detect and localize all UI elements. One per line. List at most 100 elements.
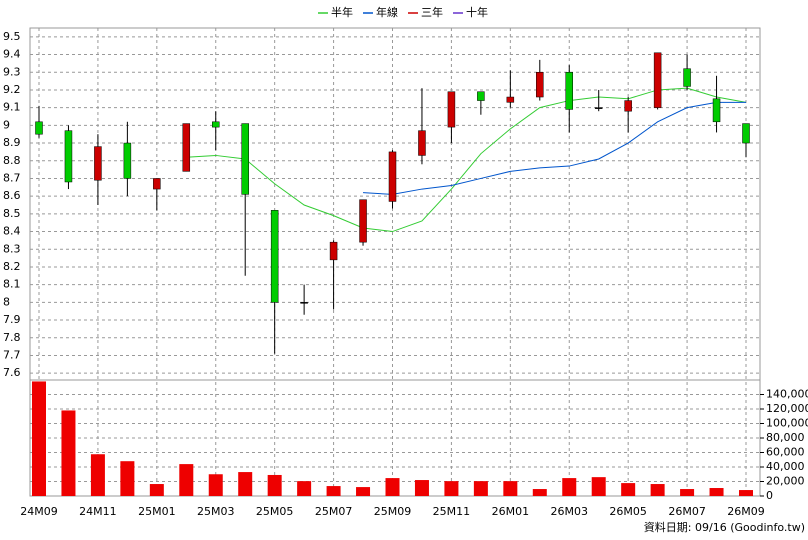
volume-bar [267,474,282,496]
candle-body [418,130,426,156]
y-tick-label: 8.4 [3,225,21,238]
volume-bar [90,454,105,496]
y-tick-label: 9.2 [3,83,21,96]
y2-tick-label: 20,000 [766,475,805,488]
candle-body [94,146,102,181]
y-tick-label: 9.1 [3,101,21,114]
volume-bar [356,487,371,496]
candle-body [536,72,544,98]
y-tick-label: 7.9 [3,313,21,326]
x-tick-label: 26M07 [668,505,706,518]
candle-body [153,178,161,190]
volume-bar [709,488,724,496]
candle-body [35,121,43,135]
y2-tick-label: 80,000 [766,431,805,444]
x-tick-label: 26M09 [727,505,765,518]
x-tick-label: 25M09 [374,505,412,518]
candle-body [388,151,397,202]
y-tick-label: 7.6 [3,366,21,379]
volume-bar [149,484,164,496]
volume-bar [61,410,76,496]
y-tick-label: 9.4 [3,48,21,61]
legend-label: 年線 [376,5,398,19]
x-tick-label: 26M01 [492,505,530,518]
volume-bar [297,481,312,496]
y-tick-label: 8.1 [3,278,21,291]
volume-bar [414,480,429,496]
y-tick-label: 8.2 [3,260,21,273]
candle-body [742,123,750,144]
volume-bar [650,484,665,496]
volume-bar [238,472,253,496]
legend-label: 十年 [466,5,488,19]
candle-body [477,91,485,101]
y-tick-label: 8.8 [3,154,21,167]
x-tick-label: 24M11 [79,505,117,518]
y-tick-label: 9.5 [3,30,21,43]
y2-tick-label: 120,000 [766,402,808,415]
x-tick-label: 25M05 [256,505,294,518]
y2-tick-label: 40,000 [766,460,805,473]
candle-body [241,123,249,195]
candle-body [270,210,279,303]
ma-line [363,101,746,195]
volume-bar [503,481,518,496]
volume-bar [208,474,223,496]
x-tick-label: 25M01 [138,505,176,518]
candle-body [683,68,691,87]
candle-body [359,199,367,243]
candle-body [624,100,632,112]
volume-bar [591,477,606,496]
y-tick-label: 8.7 [3,171,21,184]
volume-bar [532,489,547,496]
candle-body [212,121,220,128]
volume-bar [179,464,194,496]
legend-label: 三年 [421,5,443,19]
y2-tick-label: 0 [766,489,773,502]
candle-body [182,123,191,172]
candle-body [565,72,573,110]
y-tick-label: 7.8 [3,331,21,344]
volume-bar [120,461,135,496]
volume-bar [739,490,753,496]
volume-bar [562,478,577,496]
y-tick-label: 8.3 [3,242,21,255]
plot-frame [29,27,761,497]
x-tick-label: 25M03 [197,505,235,518]
y-tick-label: 8.9 [3,136,21,149]
volume-bar [32,381,46,496]
legend-label: 半年 [331,5,353,19]
candle-body [64,130,73,183]
x-tick-label: 26M03 [551,505,589,518]
candle-body [653,52,662,108]
candle-body [594,107,603,109]
date-note: 資料日期: 09/16 (Goodinfo.tw) [644,520,805,534]
volume-bar [326,486,341,496]
y-tick-label: 8.5 [3,207,21,220]
x-tick-label: 25M11 [433,505,471,518]
ma-line [186,87,747,233]
candle-body [329,241,338,261]
y-tick-label: 8 [3,295,10,308]
y-tick-label: 9.3 [3,65,21,78]
x-tick-label: 25M07 [315,505,353,518]
y-tick-label: 8.6 [3,189,21,202]
candle-body [506,96,515,103]
y2-tick-label: 100,000 [766,417,808,430]
y2-tick-label: 60,000 [766,446,805,459]
x-tick-label: 24M09 [20,505,58,518]
y-tick-label: 9 [3,118,10,131]
candle-body [712,98,721,123]
volume-bar [385,478,400,496]
y-tick-label: 7.7 [3,348,21,361]
volume-bar [621,483,636,496]
volume-bar [444,481,459,496]
y2-tick-label: 140,000 [766,388,808,401]
candle-body [300,302,308,304]
volume-bar [473,481,488,496]
candle-body [123,142,132,179]
x-tick-label: 26M05 [609,505,647,518]
volume-bar [680,489,695,496]
candle-body [447,91,456,128]
